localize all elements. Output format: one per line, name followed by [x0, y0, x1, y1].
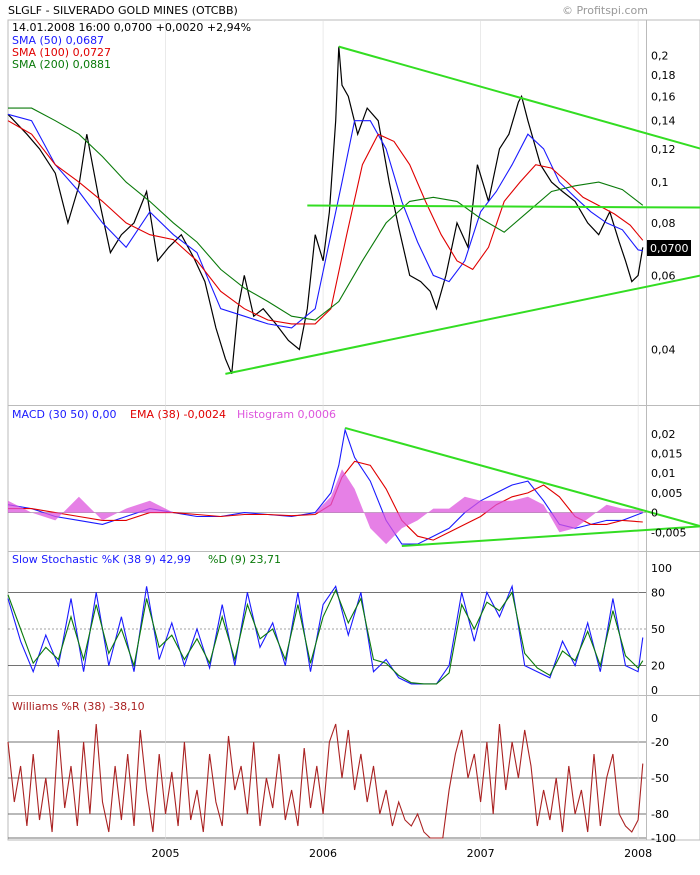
- x-tick-label: 2008: [624, 847, 652, 860]
- series-line--d-9-: [7, 588, 644, 685]
- plot-series: [7, 45, 700, 839]
- legend-williams: Williams %R (38) -38,10: [12, 700, 145, 713]
- series-line-ema-38-: [8, 460, 643, 541]
- tick-labels: 0,2 0,18 0,16 0,14 0,12 0,1 0,08 0,06 0,04 0,02 0,…: [152, 50, 687, 860]
- panel-frames: [7, 19, 700, 841]
- y-tick-label: 0,2: [651, 50, 669, 63]
- last-price-box: [647, 240, 691, 256]
- y-tick-label: 100: [651, 562, 672, 575]
- trend-line: [225, 274, 700, 375]
- legend-histogram: Histogram 0,0006: [237, 408, 336, 421]
- macd-trend-line: [344, 426, 700, 528]
- legend-stoch-d: %D (9) 23,71: [208, 553, 281, 566]
- quote-line: 14.01.2008 16:00 0,0700 +0,0020 +2,94%: [12, 21, 251, 34]
- series-line-sma-100-: [7, 120, 644, 325]
- y-tick-label: 0,005: [651, 487, 683, 500]
- legend-sma200: SMA (200) 0,0881: [12, 58, 111, 71]
- y-tick-label: -50: [651, 772, 669, 785]
- y-tick-label: 0: [651, 507, 658, 520]
- y-tick-label: -0,005: [651, 526, 686, 539]
- legend-sma100: SMA (100) 0,0727: [12, 46, 111, 59]
- outer-frame: [7, 19, 700, 841]
- y-tick-label: 0: [651, 712, 658, 725]
- y-tick-label: 0,14: [651, 115, 676, 128]
- y-tick-label: 50: [651, 623, 665, 636]
- legend-ema: EMA (38) -0,0024: [130, 408, 226, 421]
- y-tick-label: 0,18: [651, 69, 676, 82]
- last-price-label: 0,0700: [650, 242, 689, 255]
- legend-macd: MACD (30 50) 0,00: [12, 408, 117, 421]
- legend-sma50: SMA (50) 0,0687: [12, 34, 104, 47]
- macd-histogram: [8, 469, 643, 545]
- y-tick-label: -20: [651, 736, 669, 749]
- series-line-sma-200-: [8, 107, 644, 321]
- legend-stoch-k: Slow Stochastic %K (38 9) 42,99: [12, 553, 191, 566]
- series-line-williams-r-38-: [7, 723, 644, 839]
- y-tick-label: 0,08: [651, 217, 676, 230]
- y-tick-label: 0,02: [651, 428, 676, 441]
- y-tick-label: 0,01: [651, 467, 676, 480]
- x-tick-label: 2005: [152, 847, 180, 860]
- macd-trend-line: [401, 525, 700, 548]
- y-tick-label: 0,06: [651, 269, 676, 282]
- y-tick-label: -80: [651, 808, 669, 821]
- y-tick-label: 0,16: [651, 90, 676, 103]
- x-tick-label: 2007: [467, 847, 495, 860]
- y-tick-label: 0,1: [651, 176, 669, 189]
- y-tick-label: 20: [651, 660, 665, 673]
- brand-label[interactable]: © Profitspi.com: [562, 4, 648, 17]
- trend-line: [338, 45, 700, 150]
- y-tick-label: 80: [651, 586, 665, 599]
- y-tick-label: 0,12: [651, 143, 676, 156]
- y-tick-label: 0,015: [651, 448, 683, 461]
- chart-title: SLGLF - SILVERADO GOLD MINES (OTCBB): [8, 4, 238, 17]
- x-tick-label: 2006: [309, 847, 337, 860]
- y-tick-label: 0: [651, 684, 658, 697]
- trend-line: [307, 204, 700, 209]
- y-tick-label: 0,04: [651, 343, 676, 356]
- y-tick-label: -100: [651, 832, 676, 845]
